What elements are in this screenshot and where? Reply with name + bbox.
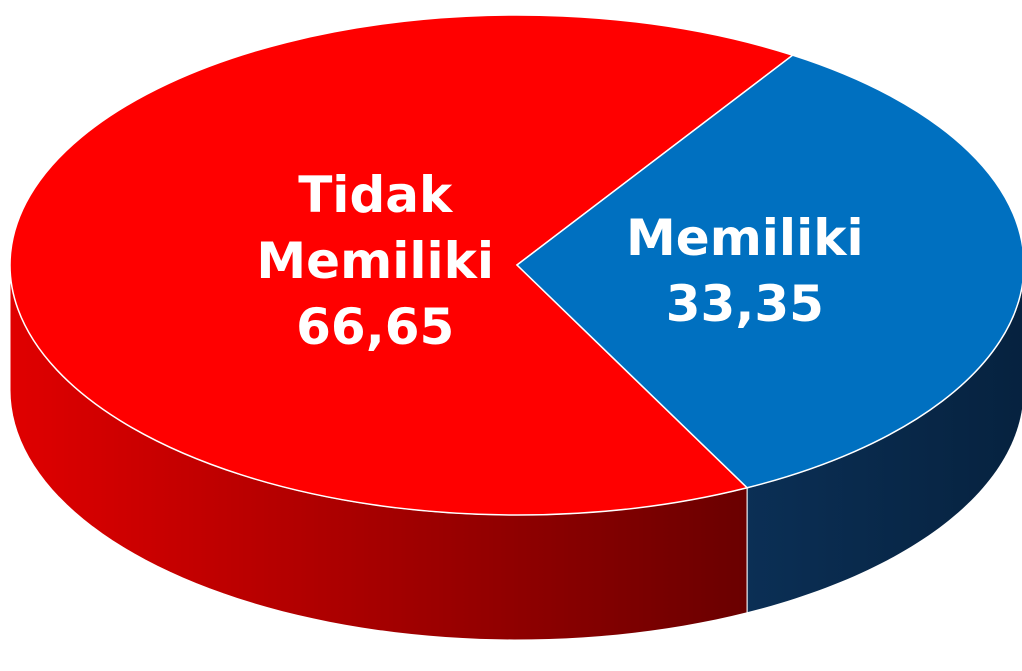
category-label: Memiliki	[626, 208, 864, 267]
value-label: 66,65	[296, 298, 455, 357]
slice-label: Memiliki 33,35	[615, 205, 875, 337]
category-label: Tidak Memiliki	[256, 166, 494, 291]
pie-slice	[9, 14, 795, 516]
pie-slice	[515, 54, 1022, 489]
value-label: 33,35	[665, 274, 824, 333]
slice-label: Tidak Memiliki 66,65	[245, 162, 505, 360]
